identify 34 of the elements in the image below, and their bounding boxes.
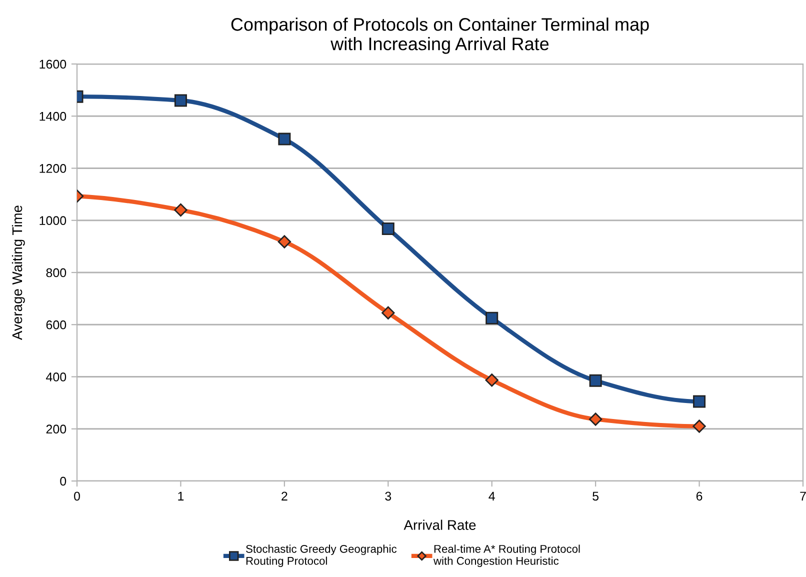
y-tick-label: 600 <box>46 320 66 330</box>
y-tick-label: 200 <box>46 424 66 434</box>
y-axis-title: Average Waiting Time <box>12 206 25 340</box>
x-tick-label: 7 <box>800 492 806 500</box>
x-tick-label: 3 <box>385 492 392 501</box>
point <box>485 374 498 387</box>
x-tick-label: 1 <box>178 492 184 500</box>
x-tick-label: 5 <box>592 492 599 501</box>
x-axis-title: Arrival Rate <box>404 520 476 530</box>
point <box>278 235 292 248</box>
y-tick-label: 0 <box>60 476 66 486</box>
y-tick-label: 800 <box>46 268 66 278</box>
legend-label: Real-time A* Routing Protocol with Congestion Heuristic <box>433 544 580 567</box>
legend-label: Stochastic Greedy Geographic Routing Protocol <box>246 544 397 567</box>
point <box>174 203 188 217</box>
point <box>382 306 395 320</box>
chart-title: Comparison of Protocols on Container Terminal map with Increasing Arrival Rate <box>231 18 649 54</box>
x-tick-label: 6 <box>696 492 702 501</box>
x-tick-label: 2 <box>282 492 288 500</box>
y-tick-label: 1600 <box>40 60 66 69</box>
y-tick-label: 1400 <box>40 112 66 121</box>
point <box>174 94 187 107</box>
y-tick-label: 400 <box>46 372 66 382</box>
point <box>589 374 602 387</box>
point <box>278 132 291 146</box>
point <box>486 312 498 324</box>
point <box>382 222 394 235</box>
y-tick-label: 1200 <box>40 164 66 173</box>
y-tick-label: 1000 <box>40 216 66 226</box>
point <box>693 395 706 408</box>
point <box>692 420 706 433</box>
point <box>588 412 602 426</box>
x-tick-label: 4 <box>488 492 495 500</box>
x-tick-label: 0 <box>74 492 80 501</box>
